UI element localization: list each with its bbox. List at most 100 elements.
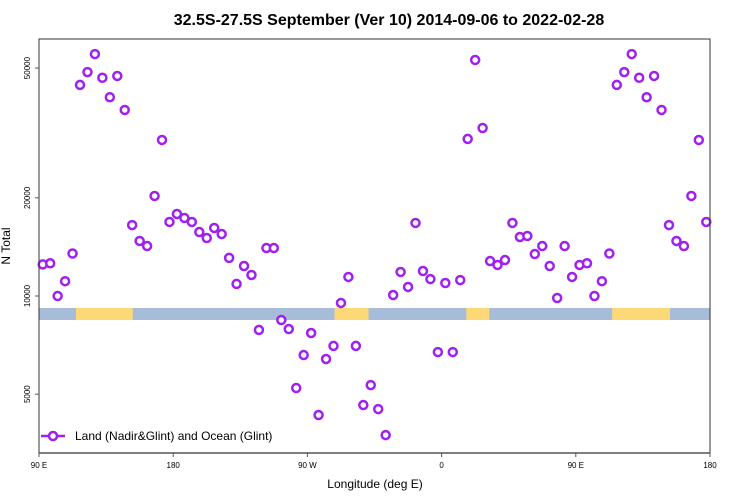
data-point (693, 134, 705, 146)
data-point (611, 79, 623, 91)
land-segment (75, 308, 133, 320)
legend-marker (47, 430, 59, 442)
data-point (447, 346, 459, 358)
data-point (313, 409, 324, 421)
data-point (104, 91, 116, 103)
data-point (663, 219, 675, 231)
data-point (537, 240, 548, 252)
data-point (112, 70, 123, 82)
legend: Land (Nadir&Glint) and Ocean (Glint) (41, 429, 272, 443)
surface-type-band (39, 308, 710, 320)
data-point (656, 104, 667, 116)
data-point (126, 219, 138, 231)
data-point (74, 79, 86, 91)
data-point (469, 54, 481, 66)
data-point (641, 91, 652, 103)
chart-title: 32.5S-27.5S September (Ver 10) 2014-09-0… (174, 12, 605, 29)
data-point (626, 48, 637, 60)
data-point (425, 273, 436, 285)
data-point (52, 290, 63, 302)
data-point (522, 230, 533, 242)
data-point (492, 259, 503, 271)
data-point (276, 314, 287, 326)
data-points (37, 48, 712, 441)
y-axis: 5000 10000 20000 50000 (23, 56, 39, 403)
data-point (507, 217, 518, 229)
data-point (141, 240, 153, 252)
data-point (440, 277, 451, 289)
data-point (551, 292, 563, 304)
land-segment (612, 308, 671, 320)
plot-frame (38, 38, 711, 453)
data-point (156, 134, 168, 146)
data-point (701, 216, 712, 228)
data-point (246, 269, 257, 281)
legend-entry: Land (Nadir&Glint) and Ocean (Glint) (75, 429, 272, 443)
x-tick-label: 90 E (31, 461, 47, 470)
x-tick-label: 90 W (298, 461, 317, 470)
data-point (231, 278, 242, 290)
data-point (89, 48, 101, 60)
data-point (358, 399, 369, 411)
data-point (678, 240, 690, 252)
data-point (290, 382, 302, 394)
data-point (305, 327, 317, 339)
data-point (648, 70, 660, 82)
data-point (44, 258, 56, 269)
data-point (477, 122, 488, 134)
data-point (253, 324, 265, 336)
data-point (216, 228, 227, 240)
data-point (194, 226, 205, 238)
land-segment (466, 308, 490, 320)
data-point (171, 208, 183, 220)
data-point (410, 217, 421, 229)
data-point (402, 281, 414, 293)
data-point (380, 429, 391, 441)
data-point (208, 222, 220, 234)
y-axis-label: N Total (0, 227, 13, 264)
data-point (387, 289, 399, 301)
data-point (328, 340, 339, 352)
data-point (454, 274, 466, 286)
data-point (350, 340, 362, 352)
data-point (67, 248, 78, 259)
data-point (581, 258, 593, 269)
x-tick-label: 180 (703, 461, 717, 470)
x-axis: 90 E 180 90 W 0 90 E 180 (31, 453, 717, 470)
data-point (619, 66, 630, 78)
data-point (179, 212, 190, 224)
x-tick-label: 90 E (568, 461, 584, 470)
data-point (201, 232, 212, 244)
data-point (298, 349, 309, 361)
data-point (238, 260, 250, 272)
y-tick-label: 50000 (23, 56, 32, 79)
data-point (633, 72, 645, 84)
data-point (97, 72, 108, 84)
data-point (559, 240, 570, 252)
data-point (164, 216, 175, 228)
data-point (119, 104, 130, 116)
data-point (544, 260, 555, 272)
data-point (671, 235, 682, 247)
data-point (589, 290, 600, 302)
data-point (343, 271, 354, 283)
data-point (372, 403, 384, 415)
y-tick-label: 20000 (23, 186, 32, 209)
data-point (604, 248, 615, 259)
x-tick-label: 0 (439, 461, 444, 470)
data-point (686, 190, 697, 202)
data-point (417, 265, 429, 277)
land-segment (334, 308, 369, 320)
x-tick-label: 180 (167, 461, 181, 470)
data-point (149, 190, 160, 202)
data-point (596, 275, 608, 287)
data-point (365, 379, 377, 391)
data-point (283, 323, 295, 335)
data-point (462, 133, 473, 145)
x-axis-label: Longitude (deg E) (327, 477, 422, 491)
data-point (59, 275, 71, 287)
ocean-band (39, 308, 710, 320)
data-point (134, 235, 145, 247)
data-point (529, 248, 541, 260)
